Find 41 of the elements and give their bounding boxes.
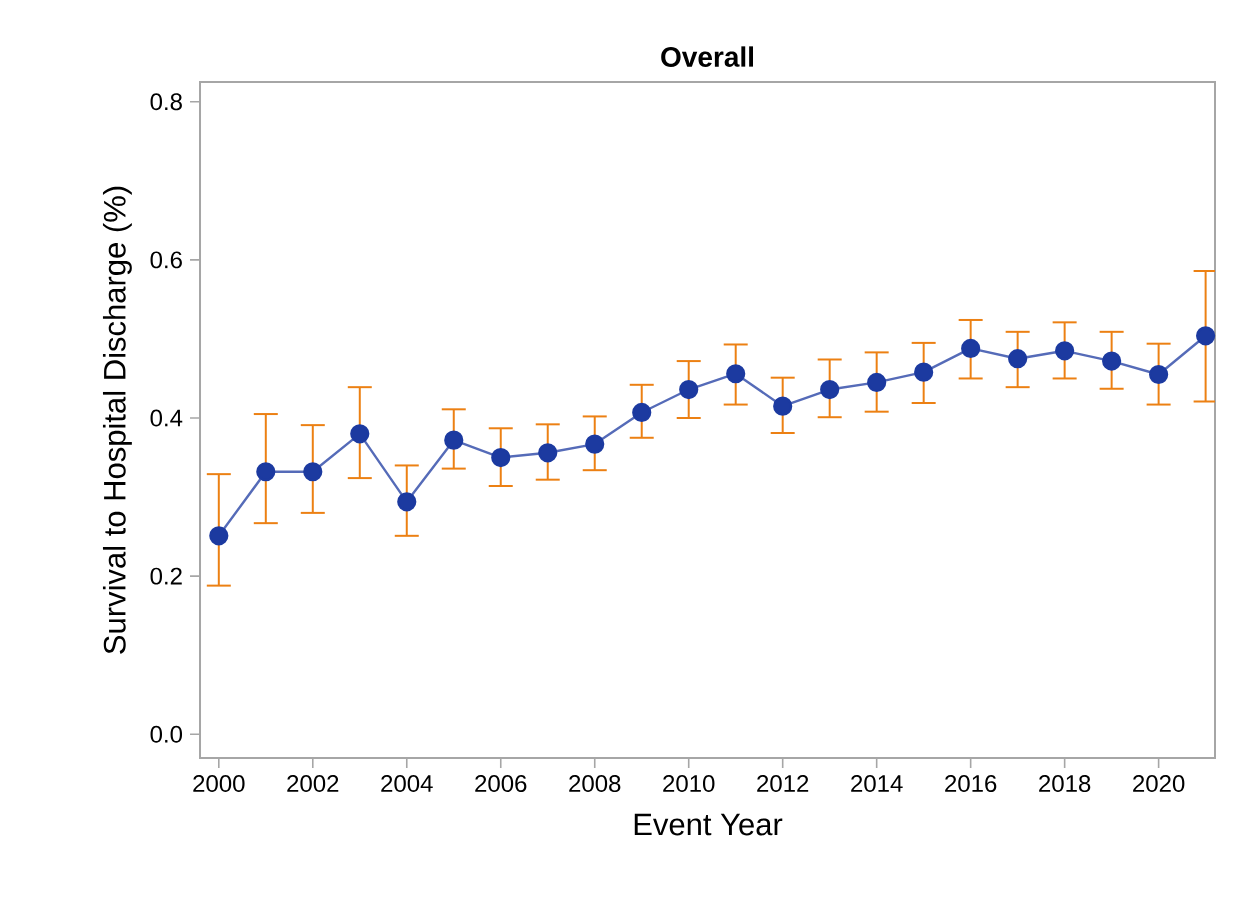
- point: [632, 402, 652, 423]
- y-tick-label: 0.0: [150, 725, 183, 743]
- x-tick-label: 2000: [193, 775, 245, 793]
- chart-title: Overall: [661, 46, 753, 67]
- point: [350, 424, 370, 444]
- x-tick-label: 2004: [381, 775, 433, 793]
- point: [820, 379, 840, 400]
- y-tick-label: 0.2: [150, 567, 182, 585]
- point: [1008, 349, 1028, 369]
- x-tick-label: 2018: [1039, 775, 1091, 793]
- point: [773, 396, 793, 416]
- point: [491, 447, 511, 468]
- point: [726, 364, 746, 384]
- x-tick-label: 2006: [475, 775, 527, 793]
- point: [303, 462, 323, 482]
- point: [256, 462, 276, 482]
- point: [867, 372, 887, 393]
- y-tick-label: 0.6: [150, 251, 182, 269]
- y-axis-title: Survival to Hospital Discharge (%): [102, 186, 132, 654]
- point: [914, 362, 934, 382]
- point: [397, 492, 417, 512]
- point: [585, 434, 605, 454]
- x-tick-label: 2008: [569, 775, 621, 793]
- x-tick-label: 2016: [945, 775, 997, 793]
- point: [961, 338, 981, 359]
- x-tick-label: 2020: [1133, 775, 1185, 793]
- x-tick-label: 2014: [851, 775, 903, 793]
- point: [209, 526, 229, 546]
- y-tick-label: 0.4: [150, 409, 183, 427]
- point: [1149, 364, 1169, 385]
- x-tick-label: 2010: [663, 775, 715, 793]
- point: [1102, 351, 1122, 371]
- point: [444, 430, 464, 450]
- point: [1055, 341, 1075, 361]
- point: [679, 379, 699, 400]
- point: [1196, 326, 1216, 346]
- x-axis-title: Event Year: [634, 813, 783, 836]
- point: [538, 443, 558, 463]
- x-tick-label: 2002: [287, 775, 339, 793]
- x-tick-label: 2012: [757, 775, 809, 793]
- y-tick-label: 0.8: [150, 93, 182, 111]
